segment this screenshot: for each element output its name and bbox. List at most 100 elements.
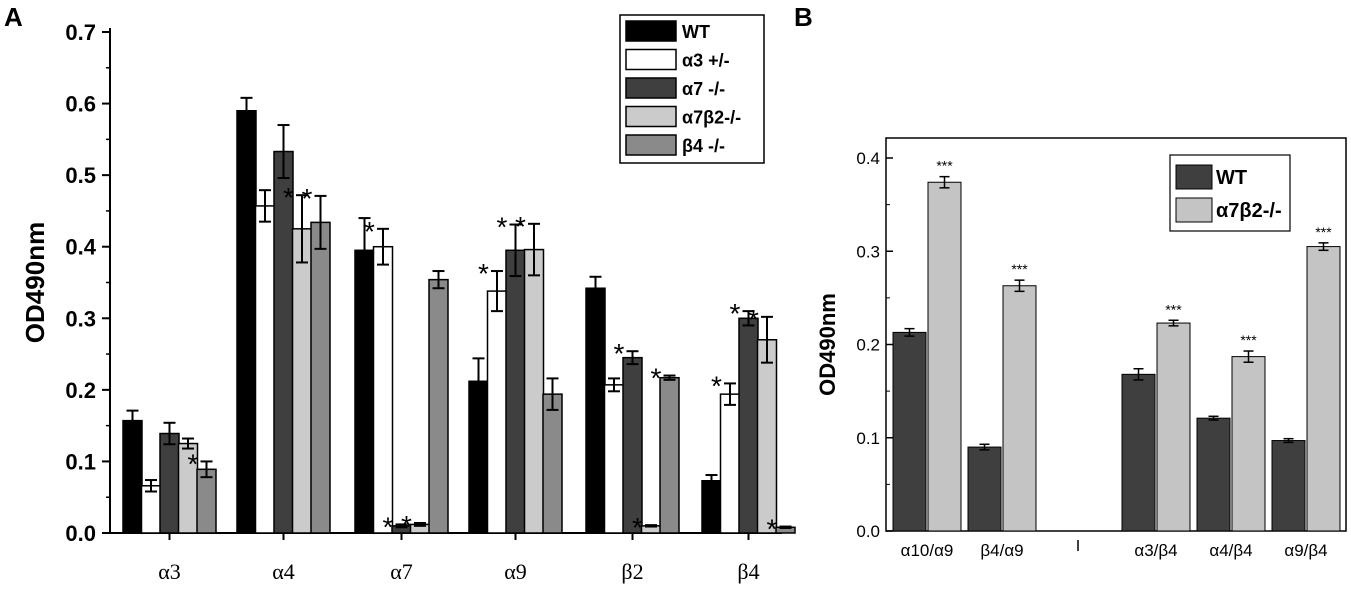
bar	[1306, 246, 1341, 532]
y-tick-label: 0.2	[856, 336, 880, 355]
significance-star: *	[515, 211, 526, 242]
bar	[1002, 285, 1037, 532]
x-tick-label: α3/β4	[1134, 541, 1177, 560]
bar	[603, 384, 625, 534]
bar	[505, 249, 526, 534]
bar	[719, 393, 741, 534]
x-tick-label: α10/α9	[901, 541, 954, 560]
bar	[254, 205, 276, 534]
bar	[310, 221, 331, 534]
x-tick-label: α9/β4	[1284, 541, 1327, 560]
legend-label: α7β2-/-	[682, 108, 741, 128]
significance-star: ***	[1315, 224, 1332, 240]
significance-star: ***	[936, 158, 953, 174]
bar	[291, 228, 313, 534]
legend-label: α3 +/-	[682, 51, 730, 71]
y-tick-label: 0.1	[856, 429, 880, 448]
y-tick-label: 0.3	[65, 306, 96, 331]
significance-star: *	[748, 304, 759, 335]
chart-b: 0.0 0.1 0.2 0.3 0.4 OD490nm *** α10/α9 *** β4/α9 *…	[815, 137, 1347, 560]
x-tick-label: β4	[737, 559, 759, 584]
x-tick-label: α7	[390, 559, 413, 584]
bar	[892, 331, 927, 532]
panel-label-a: A	[4, 2, 23, 32]
panel-label-b: B	[794, 2, 813, 32]
x-tick-label: β4/α9	[980, 541, 1023, 560]
y-axis-label: OD490nm	[20, 222, 50, 343]
bar	[622, 356, 643, 534]
significance-star: *	[478, 258, 489, 289]
y-tick-label: 0.4	[65, 235, 96, 260]
legend-swatch	[1175, 197, 1213, 223]
legend-label: WT	[1216, 167, 1247, 189]
y-tick-label: 0.1	[65, 449, 96, 474]
significance-star: *	[132, 467, 143, 498]
significance-star: *	[651, 363, 662, 394]
legend-label: WT	[682, 22, 710, 42]
x-tick-label: α9	[504, 559, 527, 584]
bar	[542, 393, 563, 534]
y-tick-label: 0.0	[856, 522, 880, 541]
significance-star: *	[188, 448, 199, 479]
significance-star: *	[730, 298, 741, 329]
significance-star: ***	[1165, 301, 1182, 317]
bar	[585, 287, 606, 534]
bar	[701, 480, 722, 534]
bar	[428, 278, 449, 534]
significance-star: *	[283, 182, 294, 213]
y-tick-label: 0.6	[65, 92, 96, 117]
bar	[196, 468, 217, 534]
bar	[659, 376, 680, 534]
significance-star: *	[595, 365, 606, 396]
bar	[354, 249, 375, 534]
x-tick-label: α4/β4	[1209, 541, 1252, 560]
y-tick-label: 0.3	[856, 242, 880, 261]
bar	[140, 485, 162, 534]
bar	[486, 290, 508, 534]
significance-star: ***	[1240, 332, 1257, 348]
legend-swatch	[625, 77, 677, 99]
significance-star: *	[246, 177, 257, 208]
legend-swatch	[1175, 164, 1213, 190]
y-tick-label: 0.5	[65, 163, 96, 188]
bar	[1231, 356, 1266, 532]
significance-star: *	[364, 216, 375, 247]
bar	[372, 245, 394, 534]
significance-star: *	[614, 338, 625, 369]
bar	[523, 248, 545, 534]
significance-star: ***	[1011, 261, 1028, 277]
bar	[927, 181, 962, 532]
legend-label: α7β2-/-	[1216, 200, 1282, 222]
bar	[159, 432, 180, 534]
significance-star: *	[302, 183, 313, 214]
plot-frame	[885, 137, 1347, 532]
significance-star: *	[497, 212, 508, 243]
significance-star: *	[383, 511, 394, 542]
y-tick-label: 0.7	[65, 20, 96, 45]
y-tick-label: 0.0	[65, 521, 96, 546]
significance-star: *	[632, 512, 643, 543]
bar	[967, 446, 1002, 532]
y-tick-label: 0.2	[65, 378, 96, 403]
bar	[756, 339, 778, 534]
x-tick-label: β2	[621, 559, 643, 584]
bar	[738, 317, 759, 534]
y-tick-label: 0.4	[856, 149, 880, 168]
bar	[1196, 417, 1231, 532]
legend-swatch	[625, 105, 677, 128]
significance-star: *	[767, 514, 778, 545]
legend-label: α7 -/-	[682, 79, 725, 99]
x-tick-label: α3	[158, 559, 181, 584]
bar	[1156, 322, 1191, 532]
x-tick-label: α4	[272, 559, 295, 584]
legend-swatch	[625, 48, 677, 71]
significance-star: *	[711, 370, 722, 401]
legend-swatch	[625, 20, 677, 42]
legend-label: β4 -/-	[682, 136, 725, 156]
legend-swatch	[625, 134, 677, 156]
significance-star: *	[401, 510, 412, 541]
y-axis-label: OD490nm	[815, 293, 840, 396]
bar	[1271, 440, 1306, 532]
